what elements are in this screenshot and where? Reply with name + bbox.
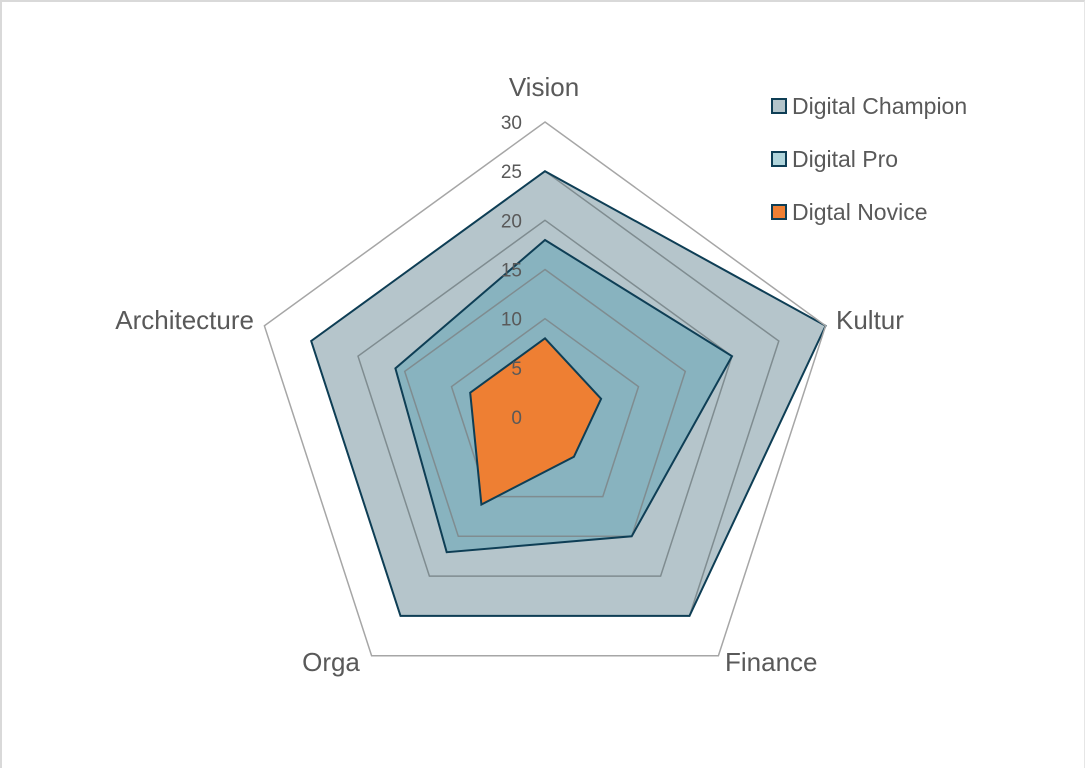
radial-tick-labels: 0 5 10 15 20 25 30 bbox=[501, 113, 522, 429]
legend-swatch-novice bbox=[771, 204, 787, 220]
tick-label-5: 5 bbox=[511, 359, 522, 380]
axis-label-finance: Finance bbox=[725, 647, 818, 677]
axis-label-vision: Vision bbox=[509, 72, 579, 102]
grid-ring-20 bbox=[357, 219, 733, 577]
axis-label-orga: Orga bbox=[302, 647, 360, 677]
grid-ring-30 bbox=[263, 121, 827, 657]
grid-ring-10 bbox=[450, 317, 640, 498]
legend-item-digital-pro[interactable]: Digital Pro bbox=[771, 146, 898, 172]
series-outline-2 bbox=[469, 336, 603, 507]
grid-ring-outer bbox=[263, 121, 827, 657]
legend-label-pro: Digital Pro bbox=[792, 146, 898, 172]
axis-label-architecture: Architecture bbox=[115, 305, 254, 335]
legend-item-digital-novice[interactable]: Digtal Novice bbox=[771, 199, 928, 225]
series-outline-1 bbox=[394, 238, 734, 554]
grid-ring-15 bbox=[403, 268, 687, 538]
legend-label-champion: Digital Champion bbox=[792, 93, 967, 119]
series-area-novice-top bbox=[470, 338, 602, 505]
tick-label-10: 10 bbox=[501, 310, 522, 331]
legend: Digital Champion Digital Pro Digtal Novi… bbox=[771, 93, 967, 225]
legend-swatch-pro bbox=[771, 151, 787, 167]
legend-label-novice: Digtal Novice bbox=[792, 199, 928, 225]
tick-label-20: 20 bbox=[501, 211, 522, 232]
axis-label-kultur: Kultur bbox=[836, 305, 904, 335]
legend-item-digital-champion[interactable]: Digital Champion bbox=[771, 93, 967, 119]
tick-label-15: 15 bbox=[501, 261, 522, 282]
series-outline-0 bbox=[310, 170, 827, 617]
tick-label-0: 0 bbox=[511, 408, 522, 429]
legend-swatch-champion bbox=[771, 98, 787, 114]
tick-label-30: 30 bbox=[501, 113, 522, 134]
series-layer bbox=[310, 170, 827, 617]
tick-label-25: 25 bbox=[501, 162, 522, 183]
